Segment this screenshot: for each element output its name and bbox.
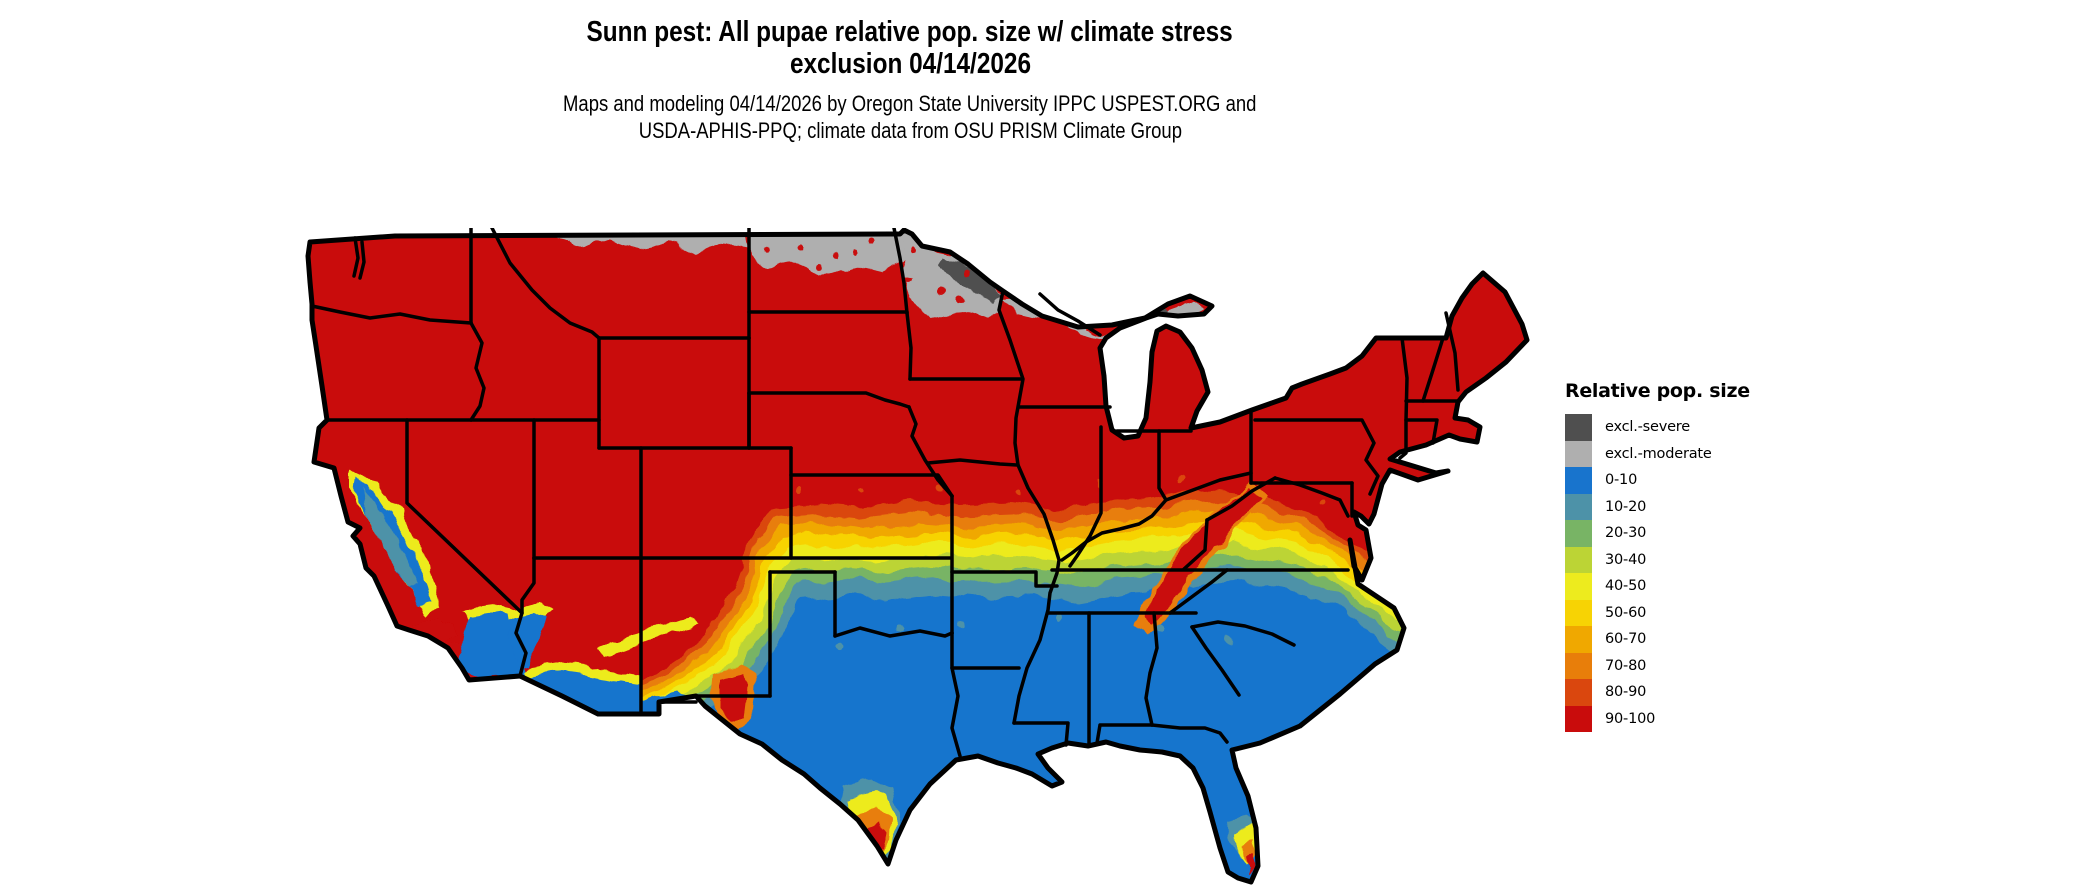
- title-line-2: exclusion 04/14/2026: [789, 48, 1031, 80]
- legend-item: 80-90: [1565, 679, 1750, 706]
- legend-swatch: [1565, 414, 1592, 441]
- subtitle-line-1: Maps and modeling 04/14/2026 by Oregon S…: [563, 91, 1257, 116]
- mogollon-yellow-band: [600, 616, 700, 658]
- appalachian-red-tongue: [1145, 486, 1258, 626]
- legend-label: 40-50: [1605, 578, 1647, 595]
- california-valley-teal: [362, 486, 418, 590]
- conus-map-svg: [305, 226, 1530, 885]
- legend-swatch: [1565, 546, 1592, 573]
- legend-label: excl.-severe: [1605, 419, 1690, 436]
- legend-label: 90-100: [1605, 710, 1656, 727]
- teal-speckles-south: [836, 614, 1234, 652]
- legend-label: excl.-moderate: [1605, 445, 1712, 462]
- westtexas-red-tongue: [720, 672, 748, 724]
- legend-item: excl.-severe: [1565, 414, 1750, 441]
- legend-swatch: [1565, 705, 1592, 732]
- legend-item: 30-40: [1565, 546, 1750, 573]
- legend-swatch: [1565, 520, 1592, 547]
- legend-label: 20-30: [1605, 525, 1647, 542]
- subtitle-line-2: USDA-APHIS-PPQ; climate data from OSU PR…: [638, 118, 1182, 143]
- legend-item: 60-70: [1565, 626, 1750, 653]
- page-title: Sunn pest: All pupae relative pop. size …: [290, 16, 1530, 80]
- legend-swatch: [1565, 652, 1592, 679]
- map-legend: Relative pop. size excl.-severe excl.-mod…: [1565, 380, 1750, 732]
- legend-item: 20-30: [1565, 520, 1750, 547]
- excl-moderate-ndakota: [750, 230, 904, 276]
- legend-label: 50-60: [1605, 604, 1647, 621]
- legend-swatch: [1565, 599, 1592, 626]
- legend-item: 10-20: [1565, 493, 1750, 520]
- mojave-blue: [460, 613, 522, 676]
- s-arizona-blue: [524, 672, 641, 714]
- legend-label: 10-20: [1605, 498, 1647, 515]
- page-subtitle: Maps and modeling 04/14/2026 by Oregon S…: [290, 90, 1530, 144]
- legend-swatch: [1565, 493, 1592, 520]
- conus-map: [300, 226, 1540, 888]
- legend-item: 70-80: [1565, 652, 1750, 679]
- legend-swatch: [1565, 679, 1592, 706]
- legend-items: excl.-severe excl.-moderate 0-10 10-20 20-30…: [1565, 414, 1750, 732]
- excl-severe-minnesota-arrowhead: [940, 256, 1003, 302]
- legend-item: 90-100: [1565, 705, 1750, 732]
- socal-mountains-red: [412, 620, 460, 640]
- legend-swatch: [1565, 440, 1592, 467]
- legend-title: Relative pop. size: [1565, 380, 1750, 402]
- legend-item: excl.-moderate: [1565, 440, 1750, 467]
- legend-item: 50-60: [1565, 599, 1750, 626]
- legend-swatch: [1565, 467, 1592, 494]
- legend-label: 30-40: [1605, 551, 1647, 568]
- legend-label: 60-70: [1605, 631, 1647, 648]
- legend-swatch: [1565, 626, 1592, 653]
- legend-swatch: [1565, 573, 1592, 600]
- legend-label: 80-90: [1605, 684, 1647, 701]
- legend-item: 0-10: [1565, 467, 1750, 494]
- stexas-red-core: [864, 824, 886, 848]
- legend-label: 0-10: [1605, 472, 1638, 489]
- legend-label: 70-80: [1605, 657, 1647, 674]
- conus-outline: [305, 227, 1530, 885]
- title-line-1: Sunn pest: All pupae relative pop. size …: [586, 16, 1234, 48]
- legend-item: 40-50: [1565, 573, 1750, 600]
